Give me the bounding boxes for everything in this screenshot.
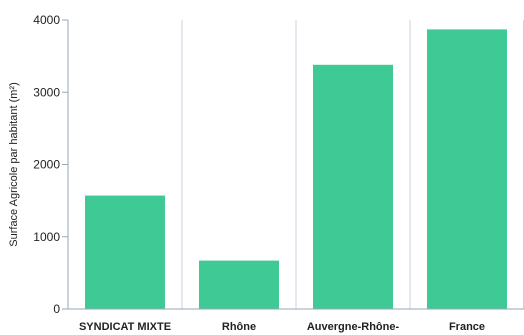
x-tick-label: Auvergne-Rhône-: [307, 321, 400, 333]
y-tick-label: 2000: [33, 158, 60, 172]
y-tick-label: 3000: [33, 85, 60, 99]
bars: [85, 29, 507, 310]
x-tick-label: SYNDICAT MIXTE: [79, 321, 171, 333]
y-tick-labels: 0 1000 2000 3000 4000: [33, 13, 60, 316]
bar-0: [85, 195, 165, 309]
y-tick-label: 1000: [33, 230, 60, 244]
x-tick-label: France: [449, 321, 485, 333]
bar-3: [427, 29, 507, 310]
x-tick-label: Rhône: [222, 321, 256, 333]
bar-2: [313, 64, 393, 309]
y-axis-label: Surface Agricole par habitant (m²): [8, 82, 20, 246]
y-tick-label: 4000: [33, 13, 60, 27]
y-tick-label: 0: [53, 302, 60, 316]
axes: [62, 19, 524, 310]
bar-1: [199, 260, 279, 309]
x-tick-labels: SYNDICAT MIXTE Rhône Auvergne-Rhône- France: [79, 321, 485, 333]
